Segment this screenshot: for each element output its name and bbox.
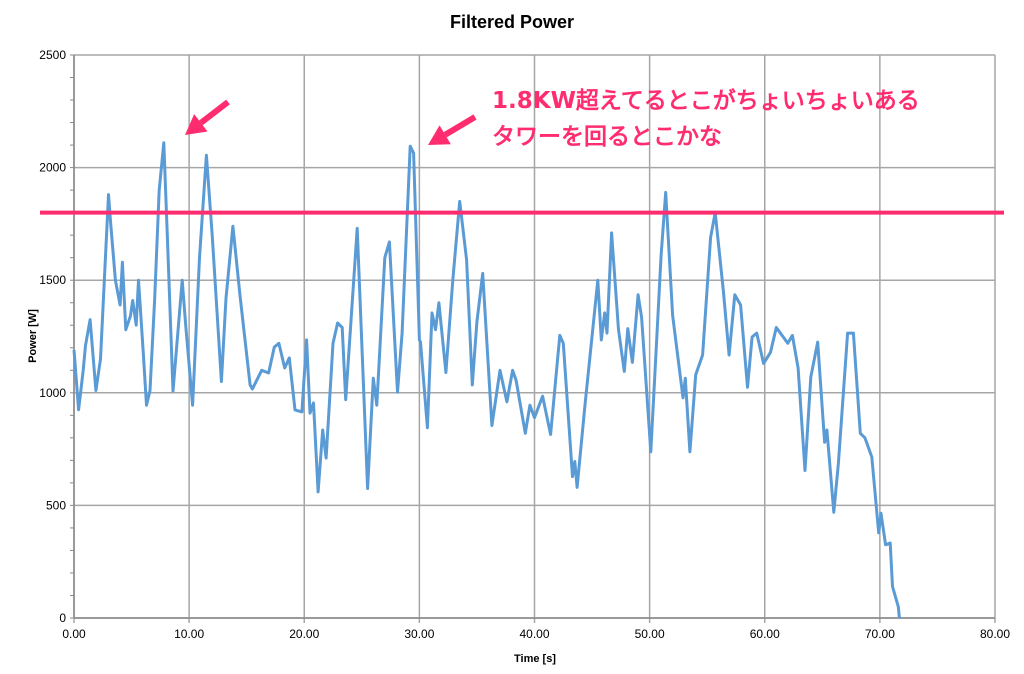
annotation-arrow-shaft	[199, 99, 230, 126]
y-tick-label: 0	[59, 611, 66, 625]
x-tick-label: 20.00	[289, 627, 319, 641]
annotation-arrow-shaft	[443, 114, 477, 138]
x-tick-label: 40.00	[519, 627, 549, 641]
x-axis-ticks: 0.00 10.00 20.00 30.00 40.00 50.00 60.00 70.00 8…	[62, 627, 1010, 641]
y-tick-label: 500	[46, 498, 66, 512]
x-axis-label: Time [s]	[514, 653, 556, 665]
x-tick-label: 0.00	[62, 627, 86, 641]
x-tick-label: 70.00	[865, 627, 895, 641]
y-tick-label: 2000	[39, 161, 66, 175]
x-tick-label: 10.00	[174, 627, 204, 641]
x-tick-label: 30.00	[404, 627, 434, 641]
x-tick-label: 50.00	[635, 627, 665, 641]
y-tick-label: 1000	[39, 386, 66, 400]
x-tick-label: 80.00	[980, 627, 1010, 641]
annotation-arrows	[185, 99, 477, 145]
y-tick-label: 2500	[39, 48, 66, 62]
y-axis-label: Power [W]	[27, 309, 39, 363]
annotation-line-2: タワーを回るとこかな	[492, 124, 722, 150]
x-tick-label: 60.00	[750, 627, 780, 641]
annotation-line-1: 1.8KW超えてるとこがちょいちょいある	[492, 87, 920, 114]
y-axis-ticks: 0 500 1000 1500 2000 2500	[39, 48, 66, 625]
y-tick-label: 1500	[39, 273, 66, 287]
series-line-power	[72, 141, 901, 619]
arrow-head-icon	[185, 114, 208, 135]
chart-title: Filtered Power	[450, 12, 574, 32]
grid	[70, 54, 996, 623]
arrow-head-icon	[428, 125, 451, 145]
